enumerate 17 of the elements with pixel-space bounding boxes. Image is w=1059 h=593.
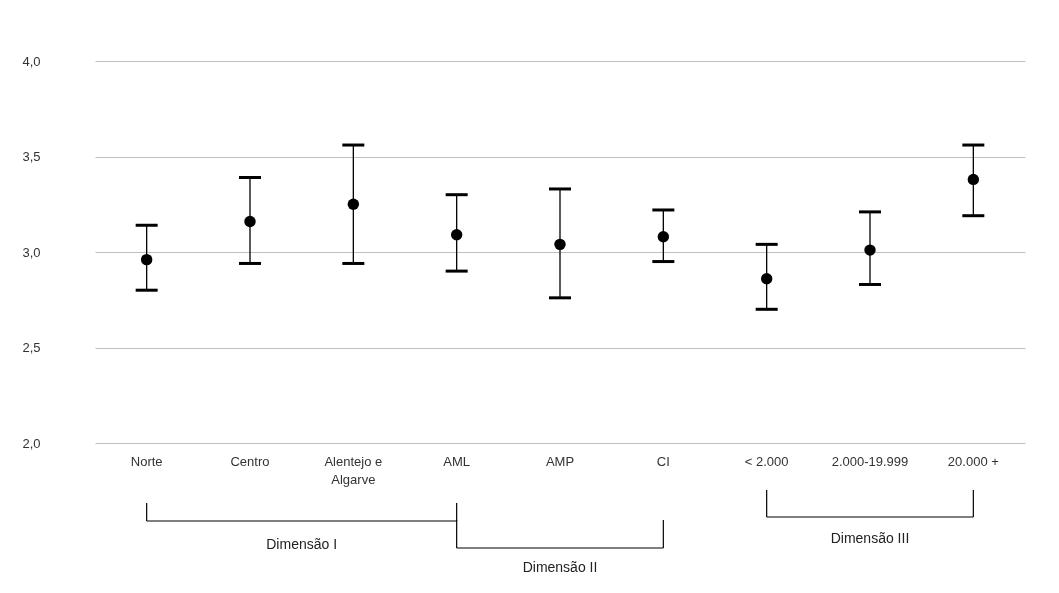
y-tick-label: 3,0 xyxy=(22,244,41,260)
y-tick-label: 2,5 xyxy=(22,340,41,355)
x-tick-label: AMP xyxy=(545,453,575,469)
y-tick-label: 2,0 xyxy=(22,435,41,451)
x-tick-label: < 2.000 xyxy=(744,453,789,469)
x-tick-label: Centro xyxy=(230,453,270,469)
y-tick-label: 4,0 xyxy=(22,53,41,69)
text: Dimensão I xyxy=(266,536,338,552)
text: Dimensão III xyxy=(830,530,910,546)
x-tick-label: 20.000 + xyxy=(947,453,999,469)
x-tick-label: 2.000-19.999 xyxy=(831,453,909,469)
x-tick-label: Alentejo e Algarve xyxy=(324,453,383,487)
x-tick-label: Norte xyxy=(130,453,163,469)
x-tick-label: AML xyxy=(443,453,471,469)
y-tick-label: 3,5 xyxy=(22,149,41,164)
text: Dimensão II xyxy=(522,559,598,575)
x-tick-label: CI xyxy=(656,453,670,469)
